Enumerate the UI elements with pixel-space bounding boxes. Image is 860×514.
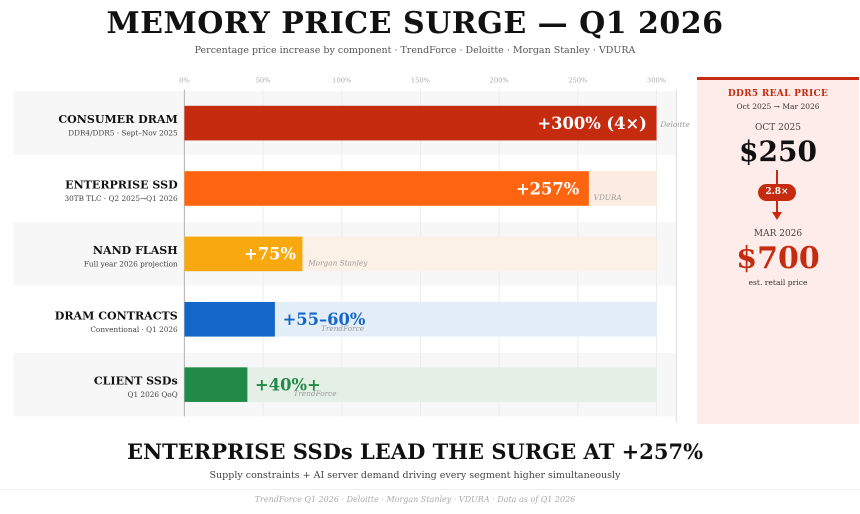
- bar-track: [184, 367, 657, 402]
- value-label: +55–60%: [283, 310, 366, 329]
- down-arrow-icon: 2.8×: [697, 170, 859, 226]
- ddr5-price-panel: DDR5 REAL PRICE Oct 2025 → Mar 2026 OCT …: [697, 77, 859, 424]
- x-tick-label: 0%: [179, 77, 190, 85]
- panel-to-price: $700: [736, 241, 820, 276]
- x-tick-label: 200%: [490, 77, 510, 85]
- x-tick-label: 50%: [256, 77, 272, 85]
- x-tick-label: 100%: [332, 77, 352, 85]
- category-subtitle: Full year 2026 projection: [84, 259, 178, 268]
- value-label: +257%: [516, 179, 580, 198]
- panel-from-price: $250: [739, 135, 817, 168]
- bar: [184, 367, 248, 402]
- source-label: Deloitte: [659, 120, 689, 129]
- multiplier-badge: 2.8×: [758, 184, 796, 201]
- bar: [184, 171, 589, 206]
- category-label: CLIENT SSDs: [94, 375, 178, 388]
- category-label: NAND FLASH: [93, 244, 178, 257]
- category-label: ENTERPRISE SSD: [65, 179, 178, 192]
- bar-chart-svg: 0% 50% 100% 150% 200% 250% 300% CONSUMER DRAM DD…: [13, 77, 690, 423]
- page-subtitle: Percentage price increase by component ·…: [194, 45, 636, 56]
- page-title: MEMORY PRICE SURGE — Q1 2026: [106, 6, 724, 41]
- x-tick-label: 300%: [647, 77, 667, 85]
- headline: ENTERPRISE SSDs LEAD THE SURGE AT +257%: [126, 439, 704, 464]
- subheadline: Supply constraints + AI server demand dr…: [209, 470, 621, 481]
- source-label: Morgan Stanley: [307, 258, 368, 267]
- category-label: CONSUMER DRAM: [58, 113, 177, 126]
- x-tick-label: 250%: [568, 77, 588, 85]
- source-label: VDURA: [594, 193, 622, 202]
- source-label: TrendForce: [294, 389, 337, 398]
- value-label: +75%: [244, 245, 296, 264]
- category-subtitle: Q1 2026 QoQ: [127, 390, 177, 399]
- panel-date-range: Oct 2025 → Mar 2026: [736, 102, 820, 111]
- source-label: TrendForce: [321, 324, 364, 333]
- x-tick-label: 150%: [411, 77, 431, 85]
- category-subtitle: DDR4/DDR5 · Sept–Nov 2025: [68, 129, 178, 138]
- bar: [184, 301, 275, 337]
- value-label: +40%+: [255, 375, 321, 394]
- bar: [184, 236, 303, 272]
- panel-from-label: OCT 2025: [754, 123, 802, 133]
- bar: [184, 105, 657, 141]
- panel-title: DDR5 REAL PRICE: [727, 89, 829, 99]
- category-subtitle: 30TB TLC · Q2 2025→Q1 2026: [64, 194, 178, 203]
- footer-sources: TrendForce Q1 2026 · Deloitte · Morgan S…: [254, 495, 576, 504]
- panel-note: est. retail price: [748, 278, 808, 287]
- category-subtitle: Conventional · Q1 2026: [90, 325, 178, 334]
- bar-chart: 0% 50% 100% 150% 200% 250% 300% CONSUMER DRAM DD…: [0, 76, 690, 426]
- value-label: +300% (4×): [537, 114, 646, 133]
- category-label: DRAM CONTRACTS: [55, 309, 178, 322]
- footer-divider: [0, 489, 860, 490]
- panel-to-label: MAR 2026: [753, 229, 803, 239]
